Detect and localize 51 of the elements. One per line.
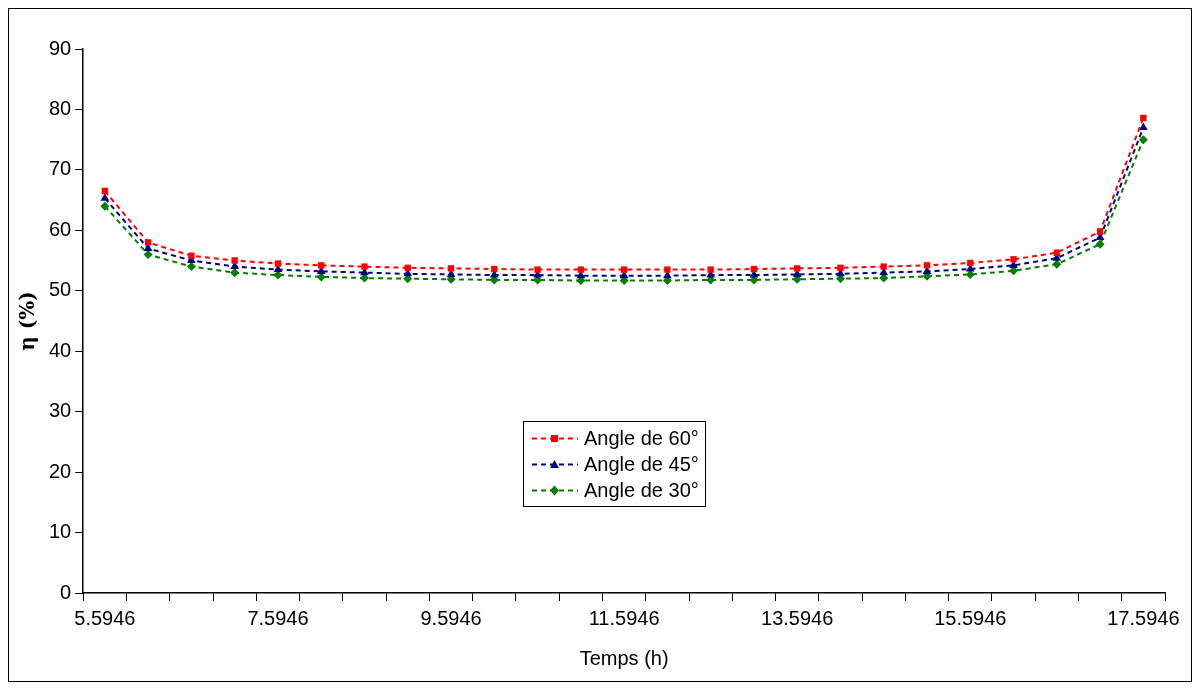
y-tick-label: 10 xyxy=(49,520,72,543)
y-tick-label: 0 xyxy=(60,580,72,603)
y-tick-label: 80 xyxy=(49,96,72,119)
x-tick-label: 13.5946 xyxy=(761,606,834,629)
point xyxy=(100,193,110,201)
y-axis-title: η (%) xyxy=(15,291,40,351)
legend-label: Angle de 30° xyxy=(584,478,699,503)
point xyxy=(274,260,282,267)
point xyxy=(577,266,585,273)
point xyxy=(361,263,368,270)
point xyxy=(707,266,714,273)
point xyxy=(1052,259,1062,269)
point xyxy=(923,262,931,269)
y-tick-label: 20 xyxy=(49,459,72,482)
point xyxy=(144,239,152,246)
point xyxy=(750,265,758,273)
x-axis-title: Temps (h) xyxy=(579,646,669,669)
point xyxy=(447,265,455,272)
x-tick-label: 9.5946 xyxy=(420,606,482,629)
y-tick-label: 30 xyxy=(49,399,72,422)
x-tick-label: 11.5946 xyxy=(588,606,660,629)
point xyxy=(100,201,110,211)
x-tick-label: 15.5946 xyxy=(934,606,1007,629)
point xyxy=(1095,239,1105,249)
legend-label: Angle de 45° xyxy=(584,452,699,477)
point xyxy=(1140,114,1147,122)
point xyxy=(318,262,325,269)
point xyxy=(1138,135,1148,145)
point xyxy=(231,257,238,264)
legend-label: Angle de 60° xyxy=(584,426,699,451)
x-tick-label: 7.5946 xyxy=(247,606,309,629)
point xyxy=(1096,228,1104,235)
y-tick-label: 60 xyxy=(49,217,72,240)
point xyxy=(837,264,844,271)
point xyxy=(1010,256,1017,263)
point xyxy=(794,265,801,272)
y-tick-label: 40 xyxy=(49,338,72,361)
x-tick-label: 17.5946 xyxy=(1107,606,1180,629)
y-tick-label: 90 xyxy=(49,36,72,59)
point xyxy=(664,266,671,273)
y-tick-label: 70 xyxy=(49,157,72,180)
x-tick-label: 5.5946 xyxy=(74,606,136,629)
point xyxy=(1139,122,1148,131)
point xyxy=(230,268,240,278)
point xyxy=(534,266,541,273)
y-tick-label: 50 xyxy=(49,278,72,301)
point xyxy=(880,263,887,270)
point xyxy=(186,262,196,272)
point xyxy=(620,266,628,273)
point xyxy=(143,250,153,260)
point xyxy=(188,252,195,259)
